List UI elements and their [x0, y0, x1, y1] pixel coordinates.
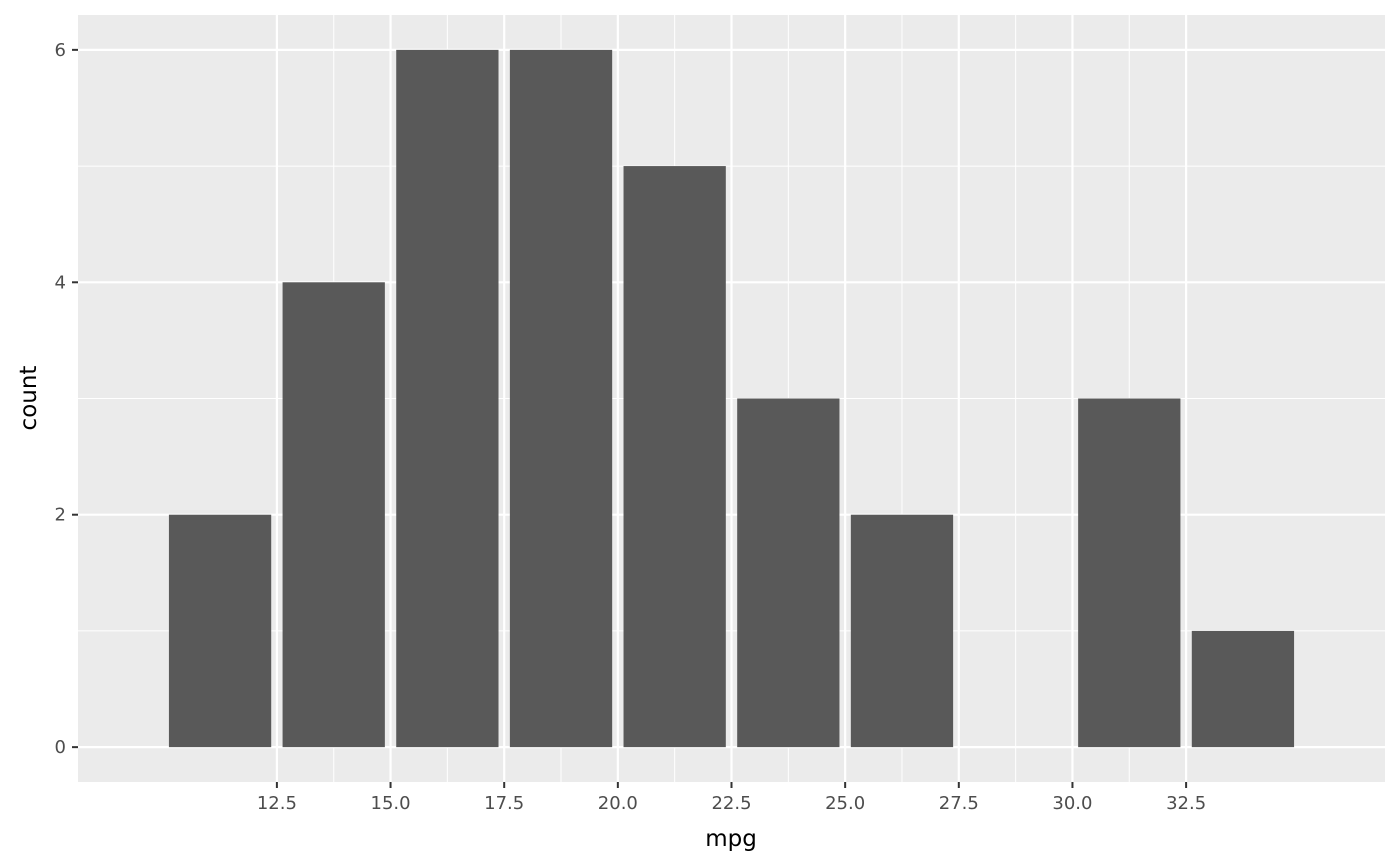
- y-tick-label: 0: [55, 737, 66, 758]
- x-tick-label: 20.0: [598, 793, 638, 814]
- x-tick-label: 25.0: [825, 793, 865, 814]
- y-axis-title: count: [16, 366, 42, 431]
- x-tick-label: 30.0: [1052, 793, 1092, 814]
- x-tick-label: 15.0: [371, 793, 411, 814]
- x-tick-label: 32.5: [1166, 793, 1206, 814]
- histogram-bar: [509, 49, 613, 748]
- bars: [168, 49, 1295, 748]
- x-tick-label: 17.5: [484, 793, 524, 814]
- y-tick-label: 2: [55, 505, 66, 526]
- histogram-bar: [1191, 630, 1295, 748]
- x-axis-title: mpg: [705, 826, 757, 852]
- x-tick-label: 22.5: [711, 793, 751, 814]
- x-tick-label: 12.5: [257, 793, 297, 814]
- histogram-bar: [282, 282, 385, 748]
- histogram-bar: [1078, 398, 1181, 748]
- histogram-bar: [623, 166, 726, 748]
- histogram-bar: [396, 49, 499, 748]
- histogram-bar: [850, 514, 954, 748]
- y-tick-label: 6: [55, 40, 66, 61]
- y-tick-label: 4: [55, 272, 66, 293]
- histogram-bar: [168, 514, 272, 748]
- x-tick-label: 27.5: [939, 793, 979, 814]
- histogram-bar: [737, 398, 840, 748]
- x-axis-ticks: 12.5 15.0 17.5 20.0 22.5 25.0 27.5 30.0 32.5: [257, 782, 1206, 814]
- y-axis-ticks: 0 2 4 6: [55, 40, 78, 758]
